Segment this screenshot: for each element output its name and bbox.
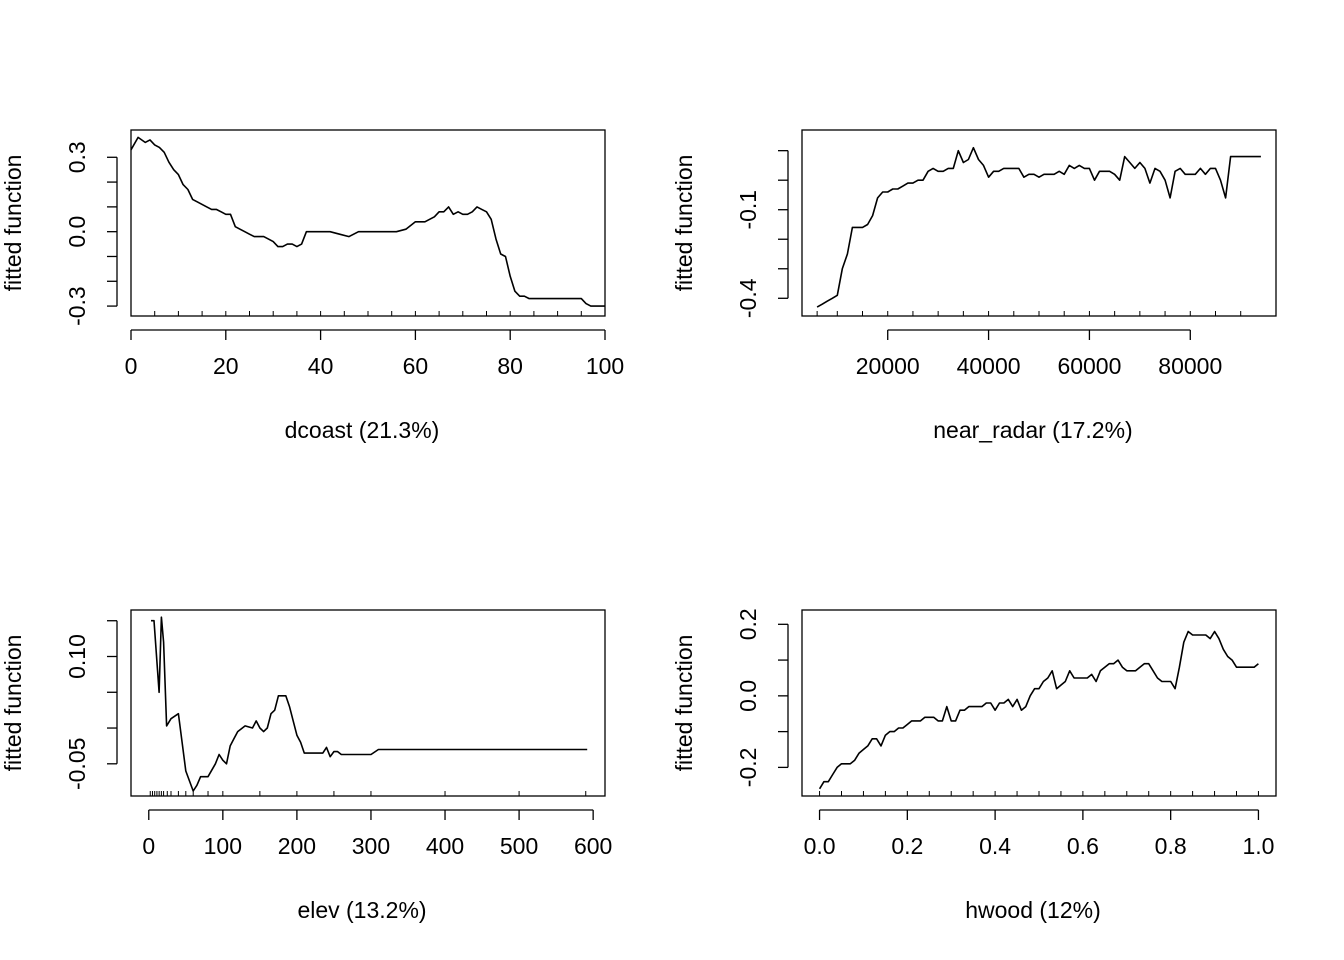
y-tick-label: 0.3 bbox=[64, 141, 90, 173]
x-tick-label: 0 bbox=[142, 833, 155, 859]
panel-near-radar: 20000 40000 60000 80000 -0.4 -0.1 near_radar (… bbox=[671, 129, 1277, 443]
plot-frame bbox=[130, 609, 606, 797]
panel-elev: 0 100 200 300 400 500 600 -0.05 0.10 elev (13.2%)… bbox=[0, 609, 612, 923]
series-line bbox=[130, 136, 605, 307]
y-axis-title: fitted function bbox=[0, 635, 26, 772]
series-line bbox=[816, 146, 1261, 308]
x-tick-label: 200 bbox=[278, 833, 316, 859]
x-tick-label: 100 bbox=[204, 833, 242, 859]
x-tick-label: 20000 bbox=[856, 353, 920, 379]
x-axis-title: near_radar (17.2%) bbox=[933, 417, 1132, 443]
y-axis-title: fitted function bbox=[0, 155, 26, 292]
x-axis-title: hwood (12%) bbox=[965, 897, 1101, 923]
y-tick-label: -0.05 bbox=[64, 738, 90, 790]
y-tick-label: 0.2 bbox=[735, 608, 761, 640]
x-tick-label: 80000 bbox=[1158, 353, 1222, 379]
y-tick-label: 0.0 bbox=[64, 216, 90, 248]
series-line bbox=[151, 616, 588, 792]
x-tick-label: 60 bbox=[403, 353, 429, 379]
x-tick-label: 60000 bbox=[1057, 353, 1121, 379]
x-tick-label: 80 bbox=[497, 353, 523, 379]
x-axis-title: dcoast (21.3%) bbox=[285, 417, 440, 443]
x-tick-label: 40000 bbox=[957, 353, 1021, 379]
y-tick-label: -0.1 bbox=[735, 190, 761, 230]
x-tick-label: 500 bbox=[500, 833, 538, 859]
x-axis-title: elev (13.2%) bbox=[297, 897, 426, 923]
x-tick-label: 0 bbox=[125, 353, 138, 379]
x-tick-label: 20 bbox=[213, 353, 239, 379]
x-tick-label: 600 bbox=[574, 833, 612, 859]
y-tick-label: 0.0 bbox=[735, 680, 761, 712]
x-tick-label: 300 bbox=[352, 833, 390, 859]
x-tick-label: 0.4 bbox=[979, 833, 1011, 859]
x-tick-label: 0.8 bbox=[1155, 833, 1187, 859]
series-line bbox=[818, 630, 1259, 790]
x-tick-label: 400 bbox=[426, 833, 464, 859]
y-tick-label: -0.2 bbox=[735, 748, 761, 788]
x-tick-label: 0.6 bbox=[1067, 833, 1099, 859]
panel-dcoast: 0 20 40 60 80 100 -0.3 0.0 0.3 dcoast (21.3%) fitt… bbox=[0, 129, 624, 443]
y-tick-label: -0.3 bbox=[64, 286, 90, 326]
y-tick-label: 0.10 bbox=[64, 634, 90, 679]
y-tick-label: -0.4 bbox=[735, 278, 761, 318]
y-axis-title: fitted function bbox=[671, 155, 697, 292]
x-tick-label: 40 bbox=[308, 353, 334, 379]
panel-hwood: 0.0 0.2 0.4 0.6 0.8 1.0 -0.2 0.0 0.2 hwood (12%) f… bbox=[671, 608, 1277, 923]
y-axis-title: fitted function bbox=[671, 635, 697, 772]
x-tick-label: 0.2 bbox=[891, 833, 923, 859]
x-tick-label: 1.0 bbox=[1242, 833, 1274, 859]
x-tick-label: 0.0 bbox=[804, 833, 836, 859]
x-tick-label: 100 bbox=[586, 353, 624, 379]
